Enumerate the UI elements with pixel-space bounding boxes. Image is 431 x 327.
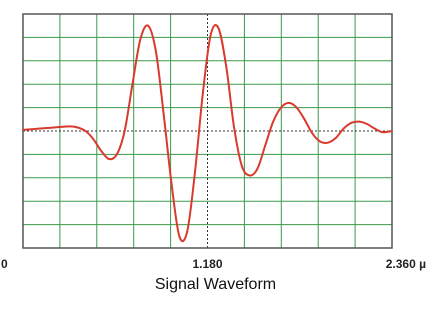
data-point [100, 149, 103, 152]
data-point [280, 106, 282, 109]
data-point [84, 130, 87, 132]
data-point [264, 144, 267, 146]
data-point [123, 130, 126, 132]
data-point [334, 137, 337, 139]
data-point [170, 182, 173, 185]
data-point [92, 138, 95, 141]
series-layer [22, 24, 393, 243]
x-tick-label: 1.180 [192, 257, 222, 271]
data-point [178, 235, 181, 238]
data-point [391, 130, 393, 132]
data-point [256, 167, 259, 170]
data-point [248, 174, 251, 177]
data-point [76, 126, 79, 129]
data-point [295, 106, 298, 109]
x-tick-label: 2.360 µ [386, 257, 426, 271]
data-point [147, 24, 149, 27]
data-point [358, 120, 361, 123]
data-point [342, 127, 345, 130]
data-point [155, 50, 157, 53]
data-point [115, 153, 118, 156]
data-point [350, 121, 353, 124]
data-point [201, 92, 204, 95]
data-point [366, 123, 368, 125]
data-point [303, 118, 306, 121]
data-point [233, 126, 235, 129]
data-point [108, 158, 110, 160]
data-point [311, 132, 314, 135]
data-point [272, 120, 275, 123]
data-point [225, 65, 228, 68]
data-point [53, 126, 56, 129]
chart-caption: Signal Waveform [154, 276, 277, 293]
data-point [69, 125, 71, 128]
data-point [209, 34, 212, 36]
data-point [37, 127, 40, 130]
data-point [186, 230, 189, 233]
data-point [240, 165, 243, 168]
data-point [131, 83, 134, 86]
data-point [162, 113, 165, 116]
data-point [22, 128, 24, 131]
data-point [139, 38, 142, 41]
data-point [381, 131, 384, 134]
x-tick-labels: 0 1.180 2.360 µ [1, 257, 426, 271]
data-point [217, 27, 220, 29]
data-point [373, 127, 376, 130]
data-point [319, 140, 321, 143]
data-point [326, 141, 329, 144]
data-point [194, 171, 196, 173]
series-line-0 [22, 24, 393, 243]
data-point [287, 102, 290, 104]
x-tick-label: 0 [1, 257, 8, 271]
